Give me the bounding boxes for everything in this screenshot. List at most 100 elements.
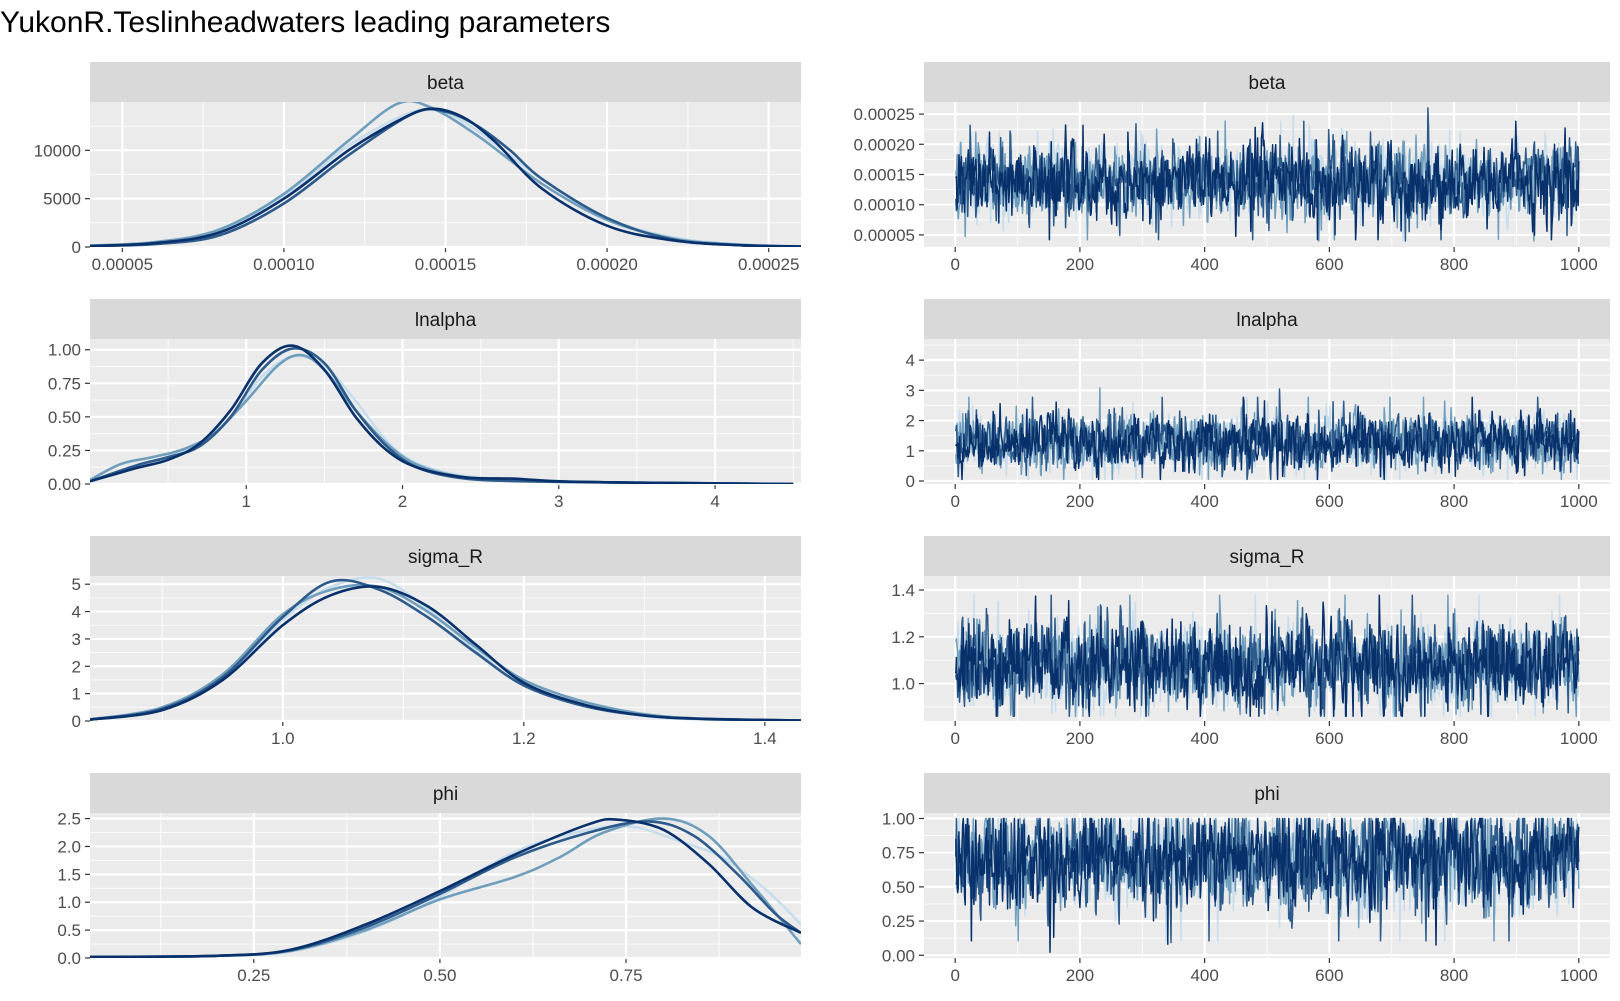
- panel-background: [90, 813, 801, 958]
- x-tick-label: 0: [950, 966, 959, 985]
- y-tick-label: 3: [72, 630, 81, 649]
- x-tick-label: 400: [1190, 729, 1218, 748]
- panel-phi-trace: phi 0 200 400 600 800 1000 0.00 0.25 0.50 0.75 1.00: [882, 773, 1610, 985]
- density-line-chain-1: [90, 585, 801, 721]
- y-tick-label: 0.50: [48, 408, 81, 427]
- x-tick-label: 1000: [1560, 729, 1598, 748]
- x-tick-label: 0: [950, 255, 959, 274]
- y-tick-label: 0.5: [57, 921, 81, 940]
- facet-strip-label: beta: [1249, 73, 1286, 94]
- y-tick-label: 1.4: [891, 581, 915, 600]
- x-tick-label: 800: [1440, 492, 1468, 511]
- x-tick-label: 0.00020: [576, 255, 637, 274]
- x-tick-label: 0.00010: [253, 255, 314, 274]
- facet-strip-label: beta: [427, 73, 464, 94]
- y-tick-label: 2.5: [57, 810, 81, 829]
- x-tick-label: 400: [1190, 492, 1218, 511]
- y-tick-label: 0.00020: [854, 135, 915, 154]
- y-tick-label: 0.00005: [854, 226, 915, 245]
- y-tick-label: 1.2: [891, 628, 915, 647]
- y-tick-label: 0: [72, 712, 81, 731]
- y-tick-label: 2.0: [57, 837, 81, 856]
- x-tick-label: 0: [950, 729, 959, 748]
- panel-sigma_R-density: sigma_R 1.0 1.2 1.4 0 1 2 3 4 5: [72, 536, 801, 748]
- y-tick-label: 1.00: [882, 809, 915, 828]
- y-tick-label: 0.50: [882, 878, 915, 897]
- x-tick-label: 1000: [1560, 966, 1598, 985]
- y-tick-label: 0.75: [48, 374, 81, 393]
- facet-strip-label: sigma_R: [408, 547, 483, 568]
- y-tick-label: 0: [72, 238, 81, 257]
- x-tick-label: 1.2: [512, 729, 536, 748]
- facet-strip: [924, 536, 1610, 576]
- panel-lnalpha-trace: lnalpha 0 200 400 600 800 1000 0 1 2 3 4: [906, 299, 1610, 511]
- x-tick-label: 800: [1440, 255, 1468, 274]
- x-tick-label: 1: [242, 492, 251, 511]
- x-tick-label: 600: [1315, 966, 1343, 985]
- x-tick-label: 400: [1190, 966, 1218, 985]
- facet-strip: [90, 299, 801, 339]
- y-tick-label: 0.25: [48, 441, 81, 460]
- facet-strip: [90, 536, 801, 576]
- density-line-chain-1: [90, 107, 801, 247]
- y-tick-label: 1.00: [48, 341, 81, 360]
- x-tick-label: 3: [554, 492, 563, 511]
- y-tick-label: 1.0: [891, 675, 915, 694]
- panel-beta-density: beta 0.00005 0.00010 0.00015 0.00020 0.00025 0…: [34, 62, 801, 274]
- facet-strip-label: lnalpha: [415, 310, 477, 331]
- facet-strip-label: phi: [433, 784, 458, 805]
- y-tick-label: 0.0: [57, 949, 81, 968]
- x-tick-label: 200: [1066, 492, 1094, 511]
- x-tick-label: 0.75: [609, 966, 642, 985]
- panel-background: [90, 339, 801, 484]
- y-tick-label: 0.00025: [854, 105, 915, 124]
- panel-lnalpha-density: lnalpha 1 2 3 4 0.00 0.25 0.50 0.75 1.00: [48, 299, 801, 511]
- x-tick-label: 1000: [1560, 255, 1598, 274]
- y-tick-label: 10000: [34, 141, 81, 160]
- x-tick-label: 0.00005: [92, 255, 153, 274]
- x-tick-label: 800: [1440, 729, 1468, 748]
- facet-strip-label: lnalpha: [1236, 310, 1298, 331]
- facet-strip: [90, 62, 801, 102]
- x-tick-label: 400: [1190, 255, 1218, 274]
- x-tick-label: 600: [1315, 729, 1343, 748]
- trace-line-chain-2: [955, 817, 1580, 944]
- y-tick-label: 0.00: [48, 475, 81, 494]
- y-tick-label: 0.00: [882, 946, 915, 965]
- y-tick-label: 0.75: [882, 844, 915, 863]
- facet-strip-label: sigma_R: [1230, 547, 1305, 568]
- y-tick-label: 4: [72, 603, 81, 622]
- facet-strip: [924, 773, 1610, 813]
- page-title: YukonR.Teslinheadwaters leading paramete…: [0, 6, 611, 39]
- y-tick-label: 1: [906, 442, 915, 461]
- y-tick-label: 5: [72, 575, 81, 594]
- y-tick-label: 1.5: [57, 865, 81, 884]
- x-tick-label: 600: [1315, 255, 1343, 274]
- y-tick-label: 0.00010: [854, 196, 915, 215]
- x-tick-label: 0.25: [237, 966, 270, 985]
- x-tick-label: 1.4: [753, 729, 777, 748]
- panel-background: [90, 576, 801, 721]
- y-tick-label: 2: [72, 657, 81, 676]
- x-tick-label: 0.00015: [415, 255, 476, 274]
- x-tick-label: 600: [1315, 492, 1343, 511]
- x-tick-label: 4: [710, 492, 719, 511]
- x-tick-label: 0.00025: [738, 255, 799, 274]
- y-tick-label: 3: [906, 381, 915, 400]
- y-tick-label: 0: [906, 472, 915, 491]
- x-tick-label: 2: [398, 492, 407, 511]
- x-tick-label: 200: [1066, 966, 1094, 985]
- x-tick-label: 200: [1066, 729, 1094, 748]
- x-tick-label: 0.50: [423, 966, 456, 985]
- density-line-chain-1: [90, 344, 794, 484]
- x-tick-label: 0: [950, 492, 959, 511]
- facet-strip-label: phi: [1254, 784, 1279, 805]
- y-tick-label: 0.00015: [854, 166, 915, 185]
- x-tick-label: 200: [1066, 255, 1094, 274]
- x-tick-label: 800: [1440, 966, 1468, 985]
- panel-sigma_R-trace: sigma_R 0 200 400 600 800 1000 1.0 1.2 1.4: [891, 536, 1610, 748]
- trace-line-chain-1: [955, 396, 1580, 481]
- y-tick-label: 1.0: [57, 893, 81, 912]
- panel-beta-trace: beta 0 200 400 600 800 1000 0.00005 0.00010 0.000…: [854, 62, 1610, 274]
